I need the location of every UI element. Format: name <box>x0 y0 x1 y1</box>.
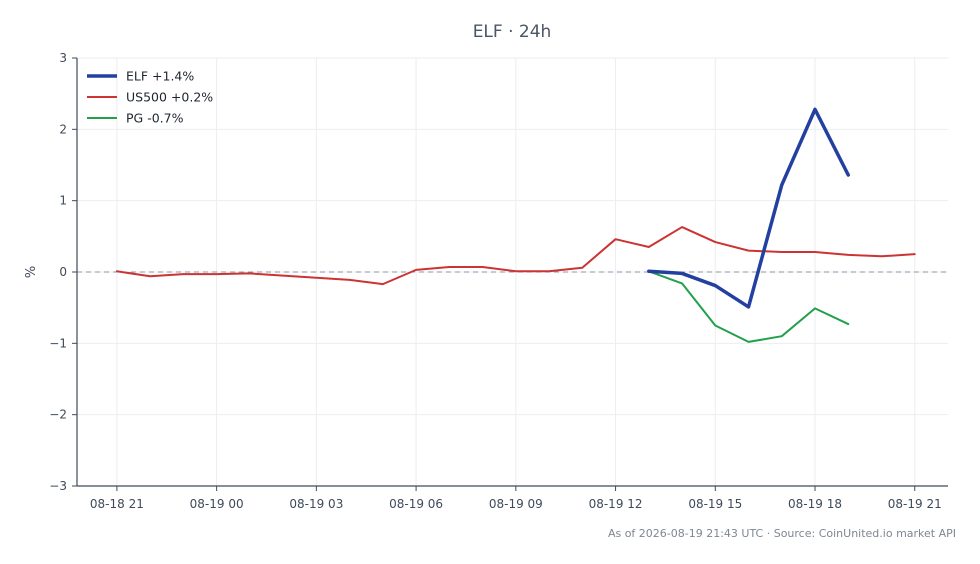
x-tick-label-8: 08-19 21 <box>888 497 942 511</box>
legend-label-1: US500 +0.2% <box>126 90 213 105</box>
y-tick-label-6: 3 <box>59 51 67 65</box>
footer-source: As of 2026-08-19 21:43 UTC · Source: Coi… <box>608 527 956 540</box>
axes <box>72 57 948 491</box>
x-tick-label-4: 08-19 09 <box>489 497 543 511</box>
y-tick-labels: −3 −2 −1 0 1 2 3 <box>49 51 67 493</box>
x-tick-labels: 08-18 21 08-19 00 08-19 03 08-19 06 08-19 09… <box>90 497 942 511</box>
x-tick-label-3: 08-19 06 <box>389 497 443 511</box>
y-tick-label-5: 2 <box>59 122 67 136</box>
x-tick-label-0: 08-18 21 <box>90 497 144 511</box>
x-tick-label-6: 08-19 15 <box>688 497 742 511</box>
legend-label-0: ELF +1.4% <box>126 69 194 84</box>
x-tick-label-2: 08-19 03 <box>289 497 343 511</box>
y-tick-label-1: −2 <box>49 408 67 422</box>
x-tick-label-7: 08-19 18 <box>788 497 842 511</box>
y-tick-label-4: 1 <box>59 194 67 208</box>
series-line-0 <box>647 107 851 309</box>
legend-label-2: PG -0.7% <box>126 111 184 126</box>
series-line-1 <box>115 226 916 286</box>
y-axis-label: % <box>24 266 39 278</box>
series-line-2 <box>647 270 850 343</box>
y-tick-label-2: −1 <box>49 336 67 350</box>
y-tick-label-0: −3 <box>49 479 67 493</box>
legend: ELF +1.4% US500 +0.2% PG -0.7% <box>87 69 213 126</box>
x-tick-label-1: 08-19 00 <box>190 497 244 511</box>
series-lines <box>115 107 916 343</box>
y-tick-label-3: 0 <box>59 265 67 279</box>
x-tick-label-5: 08-19 12 <box>589 497 643 511</box>
chart-title: ELF · 24h <box>473 22 552 42</box>
